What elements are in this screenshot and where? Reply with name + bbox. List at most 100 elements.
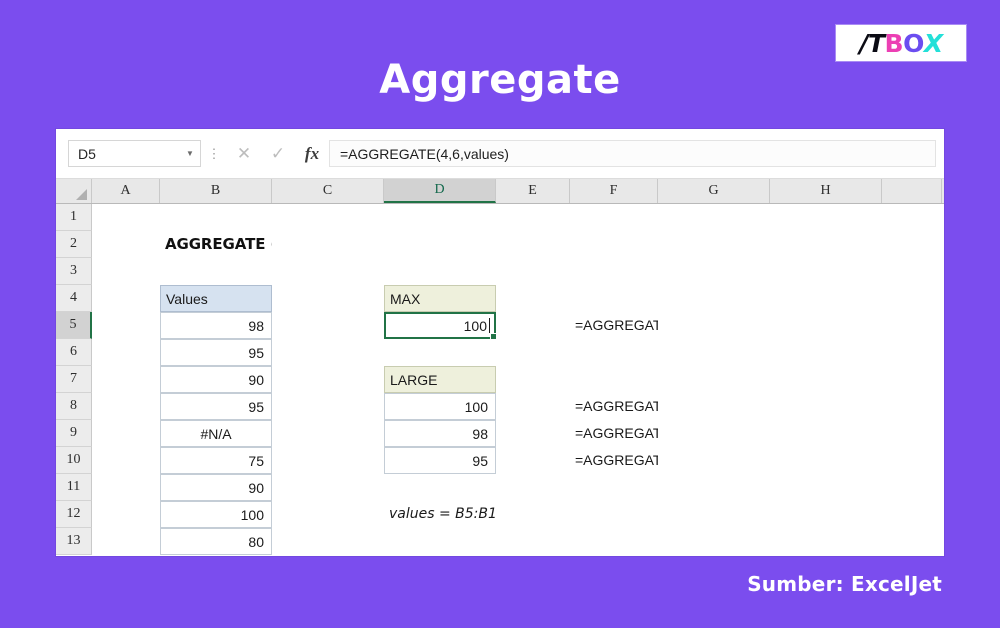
- cell-a8[interactable]: [92, 393, 160, 420]
- cell-i9[interactable]: [882, 420, 942, 447]
- column-header-f[interactable]: F: [570, 179, 658, 203]
- cell-a11[interactable]: [92, 474, 160, 501]
- cell-h6[interactable]: [770, 339, 882, 366]
- cell-g1[interactable]: [658, 204, 770, 231]
- cell-a2[interactable]: [92, 231, 160, 258]
- row-header-2[interactable]: 2: [56, 231, 92, 258]
- cell-d5-max-result[interactable]: 100: [384, 312, 497, 340]
- cell-d11[interactable]: [384, 474, 496, 501]
- cell-d2[interactable]: [384, 231, 496, 258]
- cell-c12[interactable]: [272, 501, 384, 528]
- cell-c7[interactable]: [272, 366, 384, 393]
- cell-b5[interactable]: 98: [160, 312, 272, 339]
- cell-a6[interactable]: [92, 339, 160, 366]
- cell-g11[interactable]: [658, 474, 770, 501]
- cell-g4[interactable]: [658, 285, 770, 312]
- cell-c5[interactable]: [272, 312, 384, 339]
- cell-c2[interactable]: [272, 231, 384, 258]
- cell-d9-large-2[interactable]: 98: [384, 420, 496, 447]
- cell-g7[interactable]: [658, 366, 770, 393]
- cell-f4[interactable]: [570, 285, 658, 312]
- column-header-g[interactable]: G: [658, 179, 770, 203]
- row-header-10[interactable]: 10: [56, 447, 92, 474]
- formula-input[interactable]: =AGGREGATE(4,6,values): [329, 140, 936, 167]
- row-header-5[interactable]: 5: [56, 312, 92, 339]
- column-header-i[interactable]: [882, 179, 942, 203]
- cell-i2[interactable]: [882, 231, 942, 258]
- column-header-c[interactable]: C: [272, 179, 384, 203]
- cell-c4[interactable]: [272, 285, 384, 312]
- cell-b7[interactable]: 90: [160, 366, 272, 393]
- cell-d4-max-header[interactable]: MAX: [384, 285, 496, 312]
- cell-a5[interactable]: [92, 312, 160, 339]
- cell-h9[interactable]: [770, 420, 882, 447]
- cell-b4-values-header[interactable]: Values: [160, 285, 272, 312]
- column-header-h[interactable]: H: [770, 179, 882, 203]
- cell-f12[interactable]: [570, 501, 658, 528]
- cell-h5[interactable]: [770, 312, 882, 339]
- cell-c3[interactable]: [272, 258, 384, 285]
- cell-i7[interactable]: [882, 366, 942, 393]
- cell-c13[interactable]: [272, 528, 384, 555]
- cell-g3[interactable]: [658, 258, 770, 285]
- cell-c9[interactable]: [272, 420, 384, 447]
- cell-c6[interactable]: [272, 339, 384, 366]
- cell-b11[interactable]: 90: [160, 474, 272, 501]
- row-header-1[interactable]: 1: [56, 204, 92, 231]
- cell-a7[interactable]: [92, 366, 160, 393]
- cell-d10-large-3[interactable]: 95: [384, 447, 496, 474]
- cell-d3[interactable]: [384, 258, 496, 285]
- cell-e7[interactable]: [496, 366, 570, 393]
- cell-e10[interactable]: [496, 447, 570, 474]
- cell-f11[interactable]: [570, 474, 658, 501]
- row-header-9[interactable]: 9: [56, 420, 92, 447]
- name-box[interactable]: D5 ▼: [68, 140, 201, 167]
- cell-i12[interactable]: [882, 501, 942, 528]
- row-header-8[interactable]: 8: [56, 393, 92, 420]
- cell-g6[interactable]: [658, 339, 770, 366]
- cell-b8[interactable]: 95: [160, 393, 272, 420]
- row-header-3[interactable]: 3: [56, 258, 92, 285]
- cell-f3[interactable]: [570, 258, 658, 285]
- cell-i3[interactable]: [882, 258, 942, 285]
- cell-i5[interactable]: [882, 312, 942, 339]
- row-header-13[interactable]: 13: [56, 528, 92, 555]
- cell-h11[interactable]: [770, 474, 882, 501]
- cell-c11[interactable]: [272, 474, 384, 501]
- column-header-b[interactable]: B: [160, 179, 272, 203]
- cell-g5[interactable]: [658, 312, 770, 339]
- cell-g12[interactable]: [658, 501, 770, 528]
- cell-i1[interactable]: [882, 204, 942, 231]
- cell-g13[interactable]: [658, 528, 770, 555]
- cell-d8-large-1[interactable]: 100: [384, 393, 496, 420]
- cell-b13[interactable]: 80: [160, 528, 272, 555]
- cell-c1[interactable]: [272, 204, 384, 231]
- cell-i8[interactable]: [882, 393, 942, 420]
- cell-d12-range-note[interactable]: values = B5:B14: [384, 501, 506, 528]
- select-all-corner[interactable]: [56, 179, 92, 203]
- cell-e11[interactable]: [496, 474, 570, 501]
- more-options-icon[interactable]: ⋮: [207, 146, 221, 161]
- cell-a13[interactable]: [92, 528, 160, 555]
- cell-g9[interactable]: [658, 420, 770, 447]
- cell-b12[interactable]: 100: [160, 501, 272, 528]
- column-header-d[interactable]: D: [384, 179, 496, 203]
- cell-e1[interactable]: [496, 204, 570, 231]
- cell-f9-formula[interactable]: =AGGREGATE(14,6,values,2): [570, 420, 763, 447]
- cell-h3[interactable]: [770, 258, 882, 285]
- cell-e13[interactable]: [496, 528, 570, 555]
- cell-a4[interactable]: [92, 285, 160, 312]
- cell-i4[interactable]: [882, 285, 942, 312]
- cell-f5-formula[interactable]: =AGGREGATE(4,6,values): [570, 312, 744, 339]
- cell-e5[interactable]: [496, 312, 570, 339]
- cell-h1[interactable]: [770, 204, 882, 231]
- cell-a9[interactable]: [92, 420, 160, 447]
- cancel-icon[interactable]: ✕: [236, 144, 252, 163]
- cell-a10[interactable]: [92, 447, 160, 474]
- cell-d13[interactable]: [384, 528, 496, 555]
- cell-f2[interactable]: [570, 231, 658, 258]
- cell-f8-formula[interactable]: =AGGREGATE(14,6,values,1): [570, 393, 763, 420]
- row-header-4[interactable]: 4: [56, 285, 92, 312]
- cell-i10[interactable]: [882, 447, 942, 474]
- cell-b10[interactable]: 75: [160, 447, 272, 474]
